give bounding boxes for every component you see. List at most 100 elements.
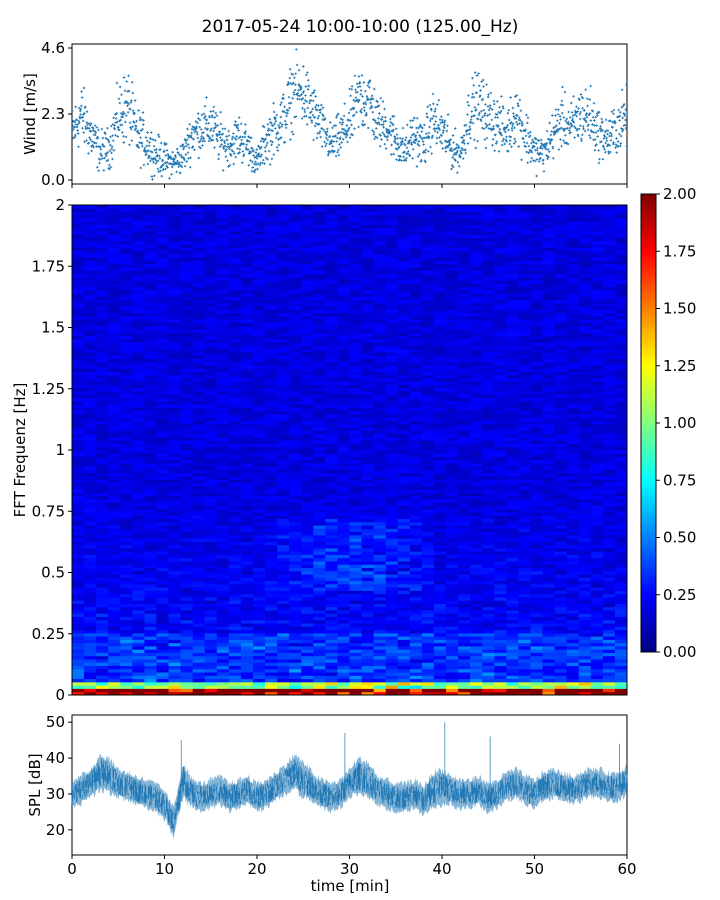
spectrogram-cell [373, 639, 387, 644]
spectrogram-cell [470, 525, 483, 529]
spectrogram-cell [72, 515, 85, 519]
spectrogram-cell [385, 397, 399, 402]
spectrogram-cell [156, 401, 169, 405]
spectrogram-cell [458, 691, 471, 696]
spectrogram-cell [120, 531, 133, 536]
spectrogram-cell [168, 672, 181, 676]
spectrogram-cell [289, 681, 302, 686]
spectrogram-cell [337, 610, 350, 614]
spectrogram-cell [168, 391, 181, 395]
spectrogram-cell [494, 619, 507, 624]
spectrogram-cell [373, 662, 387, 666]
spectrogram-cell [132, 446, 145, 451]
spectrogram-cell [542, 597, 556, 601]
spectrogram-cell [72, 472, 85, 477]
spectrogram-cell [277, 387, 290, 392]
spectrogram-cell [470, 623, 483, 627]
spectrogram-cell [132, 561, 145, 565]
spectrogram-cell [301, 659, 314, 663]
spectrogram-cell [373, 603, 387, 608]
spectrogram-cell [482, 619, 495, 624]
spectrogram-cell [518, 642, 531, 647]
spectrogram-cell [216, 691, 230, 696]
spectrogram-cell [566, 652, 580, 657]
spectrogram-cell [433, 410, 447, 415]
spectrogram-cell [446, 649, 459, 653]
spectrogram-cell [421, 342, 435, 346]
spectrogram-cell [349, 515, 362, 519]
spectrogram-cell [96, 463, 109, 467]
spectrogram-cell [421, 521, 435, 526]
spectrogram-cell [614, 394, 628, 399]
spectrogram-cell [397, 626, 411, 631]
spectrogram-cell [301, 649, 314, 653]
spectrogram-cell [590, 577, 604, 582]
spectrogram-cell [530, 691, 543, 696]
spectrogram-cell [421, 623, 435, 627]
spectrogram-cell [337, 485, 350, 490]
spectrogram-cell [349, 378, 362, 382]
spectrogram-cell [397, 691, 411, 696]
spectrogram-cell [385, 636, 399, 640]
spectrogram-cell [397, 342, 411, 346]
spectrogram-cell [120, 521, 133, 526]
spectrogram-cell [433, 590, 447, 595]
spectrogram-cell [566, 691, 580, 696]
spectrogram-cell [120, 606, 133, 611]
spectrogram-cell [566, 482, 580, 487]
spectrogram-cell [216, 678, 230, 683]
spectrogram-cell [518, 479, 531, 484]
spectrogram-cell [240, 420, 254, 425]
spectrogram-cell [84, 427, 97, 431]
spectrogram-cell [120, 365, 133, 369]
spectrogram-cell [578, 587, 592, 591]
spectrogram-cell [542, 616, 556, 621]
spectrogram-cell [578, 456, 592, 461]
spectrogram-cell [108, 531, 121, 536]
spectrogram-cell [156, 378, 169, 382]
spectrogram-cell [482, 436, 495, 441]
spectrogram-cell [578, 538, 592, 542]
spectrogram-cell [325, 436, 338, 441]
spectrogram-cell [84, 443, 97, 448]
spectrogram-cell [361, 590, 375, 595]
spectrogram-cell [325, 387, 338, 392]
spectrogram-cell [192, 616, 206, 621]
spectrogram-cell [313, 652, 326, 657]
spectrogram-cell [301, 606, 314, 611]
spectrogram-cell [240, 606, 254, 611]
spectrogram-cell [470, 450, 483, 454]
spectrogram-cell [132, 508, 145, 513]
spectrogram-cell [433, 619, 447, 624]
spectrogram-cell [144, 368, 157, 372]
spectrogram-cell [518, 646, 531, 650]
spectrogram-cell [192, 443, 206, 448]
spectrogram-cell [397, 463, 411, 467]
spectrogram-cell [240, 632, 254, 637]
spectrogram-cell [168, 387, 181, 392]
spectrogram-cell [96, 567, 109, 572]
spectrogram-cell [566, 610, 580, 614]
spectrogram-cell [72, 629, 85, 634]
spectrogram-cell [313, 587, 326, 591]
spectrogram-cell [289, 479, 302, 484]
spectrogram-cell [397, 642, 411, 647]
spectrogram-cell [433, 636, 447, 640]
spectrogram-cell [385, 639, 399, 644]
spectrogram-cell [458, 639, 471, 644]
spectrogram-cell [554, 450, 568, 454]
spectrogram-cell [602, 446, 616, 451]
spectrogram-cell [192, 446, 206, 451]
spectrogram-cell [325, 593, 338, 598]
spectrogram-cell [421, 574, 435, 578]
wind-y-tick-label: 2.3 [41, 105, 65, 123]
spectrogram-cell [494, 427, 507, 431]
spectrogram-cell [349, 476, 362, 480]
spectrogram-cell [156, 541, 169, 546]
spectrogram-cell [156, 544, 169, 549]
spectrogram-cell [458, 577, 471, 582]
spectrogram-cell [458, 489, 471, 493]
spectrogram-cell [301, 443, 314, 448]
spectrogram-cell [120, 600, 133, 604]
spectrogram-cell [325, 655, 338, 660]
